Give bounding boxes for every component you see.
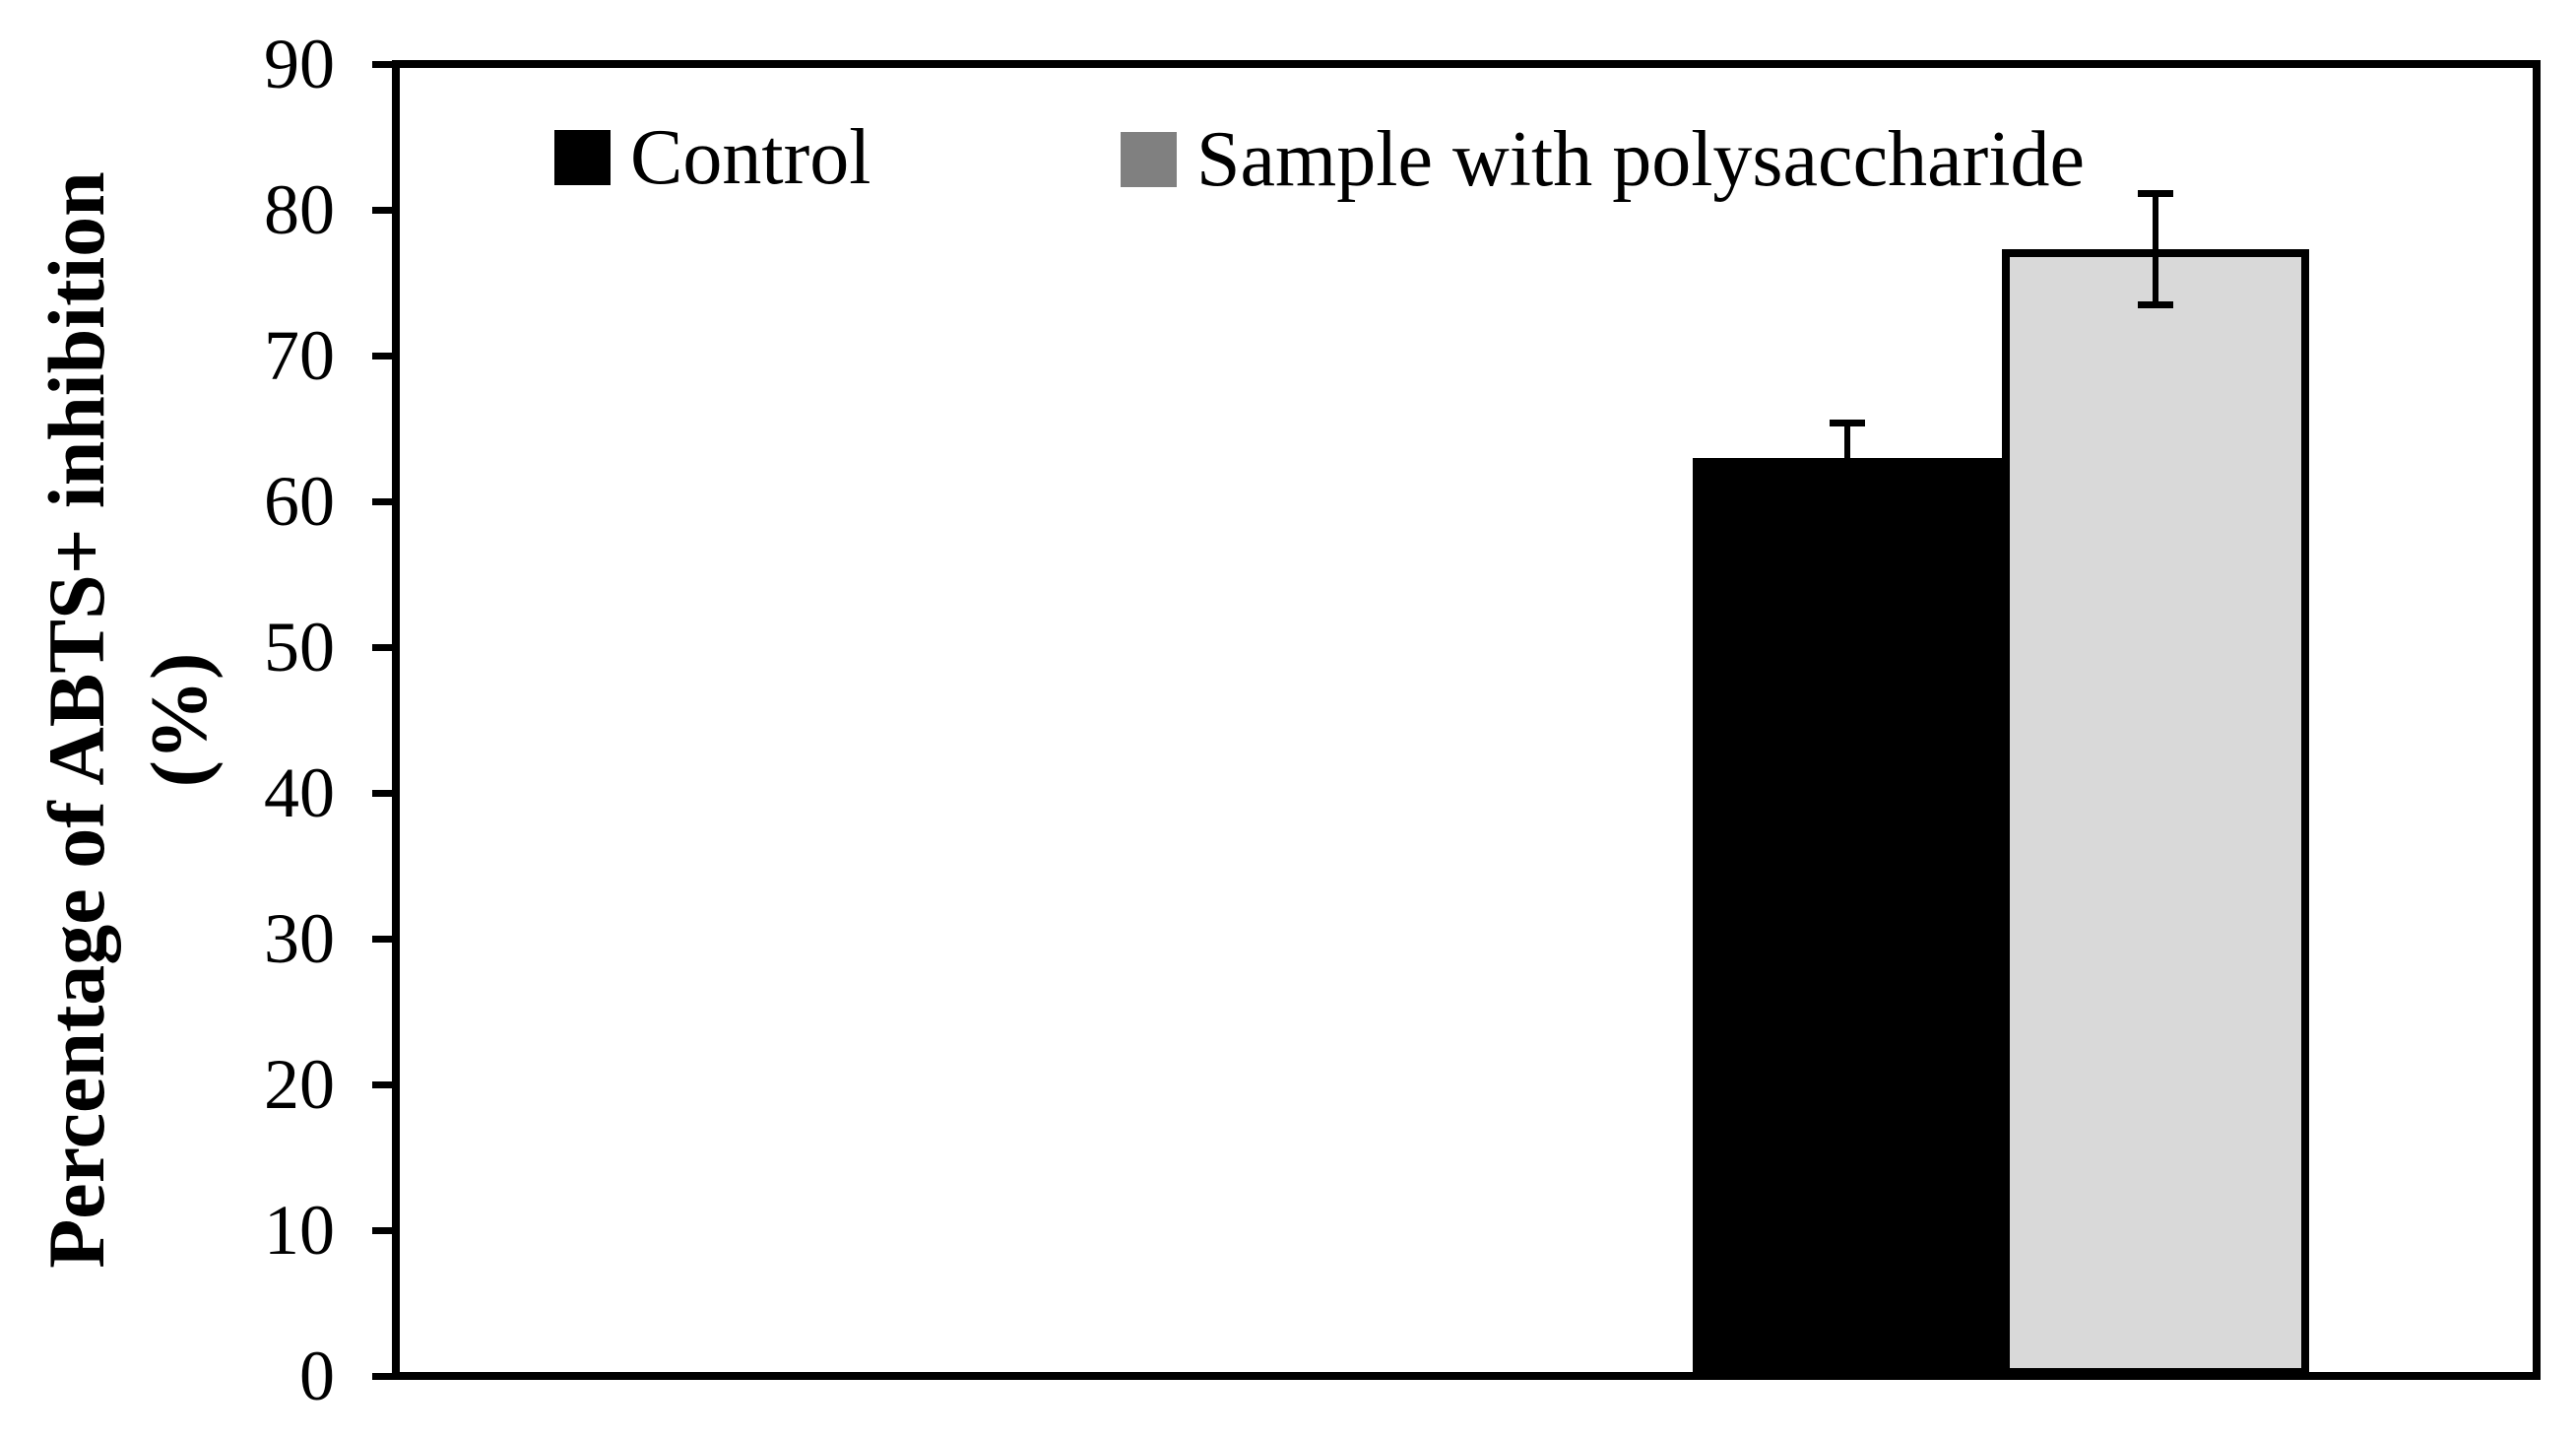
- error-bar-sample-with-polysaccharide: [2138, 190, 2173, 198]
- y-tick-mark: [372, 1372, 392, 1380]
- y-tick-mark: [372, 352, 392, 360]
- error-bar-control: [1830, 489, 1865, 496]
- error-bar-control: [1844, 423, 1850, 493]
- y-tick-label: 30: [264, 899, 335, 978]
- y-tick-label: 10: [264, 1191, 335, 1270]
- y-tick-mark: [372, 497, 392, 505]
- plot-area: [392, 60, 2541, 1380]
- y-tick-label: 20: [264, 1045, 335, 1124]
- error-bar-sample-with-polysaccharide: [2153, 193, 2158, 305]
- y-tick-mark: [372, 60, 392, 68]
- legend-label-control: Control: [630, 114, 871, 201]
- y-tick-mark: [372, 206, 392, 214]
- y-tick-label: 80: [264, 170, 335, 249]
- legend-item-control: Control: [554, 116, 870, 199]
- error-bar-sample-with-polysaccharide: [2138, 300, 2173, 308]
- legend-label-sample-with-polysaccharide: Sample with polysaccharide: [1196, 116, 2085, 203]
- y-tick-mark: [372, 1226, 392, 1234]
- y-tick-label: 90: [264, 25, 335, 103]
- y-tick-label: 50: [264, 608, 335, 686]
- y-tick-label: 40: [264, 753, 335, 832]
- legend-swatch-sample-with-polysaccharide: [1121, 132, 1177, 187]
- legend-swatch-control: [554, 130, 611, 185]
- y-tick-mark: [372, 1080, 392, 1088]
- legend-item-sample-with-polysaccharide: Sample with polysaccharide: [1121, 118, 2085, 201]
- y-tick-label: 70: [264, 316, 335, 395]
- y-tick-mark: [372, 789, 392, 797]
- y-tick-label: 0: [299, 1337, 335, 1415]
- bar-control: [1693, 457, 2002, 1376]
- y-tick-label: 60: [264, 462, 335, 541]
- error-bar-control: [1830, 419, 1865, 426]
- y-tick-mark: [372, 643, 392, 651]
- y-tick-mark: [372, 935, 392, 943]
